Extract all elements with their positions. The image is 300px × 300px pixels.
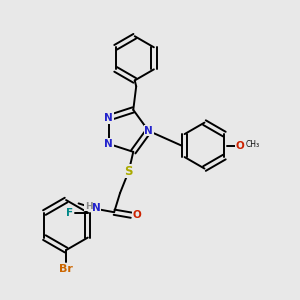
Text: N: N: [144, 126, 153, 136]
Text: CH₃: CH₃: [246, 140, 260, 148]
Text: N: N: [92, 203, 101, 213]
Text: N: N: [104, 113, 113, 123]
Text: Br: Br: [59, 264, 73, 274]
Text: H: H: [85, 202, 92, 211]
Text: O: O: [236, 141, 244, 151]
Text: S: S: [124, 164, 133, 178]
Text: O: O: [132, 210, 141, 220]
Text: F: F: [66, 208, 73, 218]
Text: N: N: [104, 139, 113, 149]
